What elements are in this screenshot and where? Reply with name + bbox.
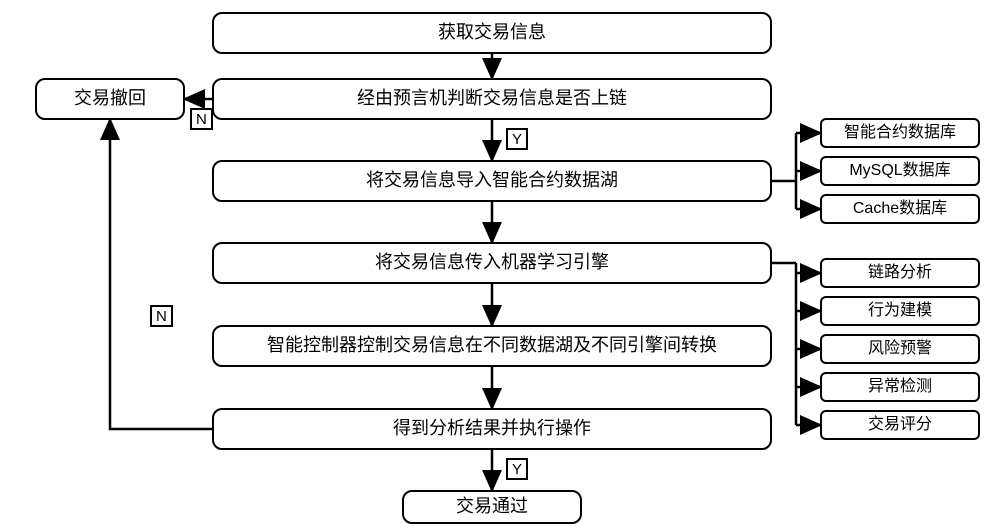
node-step4-label: 将交易信息传入机器学习引擎 — [375, 252, 609, 274]
side-dbs-1-label: MySQL数据库 — [849, 162, 950, 180]
side-ml-3: 异常检测 — [820, 372, 980, 402]
side-dbs-2: Cache数据库 — [820, 194, 980, 224]
side-dbs-0: 智能合约数据库 — [820, 118, 980, 148]
label-Y2: Y — [506, 458, 528, 480]
label-N1-text: N — [196, 111, 207, 128]
side-ml-3-label: 异常检测 — [868, 378, 932, 396]
node-step1: 获取交易信息 — [212, 12, 772, 54]
node-step4: 将交易信息传入机器学习引擎 — [212, 242, 772, 284]
side-ml-1: 行为建模 — [820, 296, 980, 326]
node-step1-label: 获取交易信息 — [438, 22, 546, 44]
node-revoke-label: 交易撤回 — [74, 88, 146, 110]
label-Y1-text: Y — [512, 131, 522, 148]
side-ml-0: 链路分析 — [820, 258, 980, 288]
node-step6-label: 得到分析结果并执行操作 — [393, 418, 591, 440]
side-ml-2: 风险预警 — [820, 334, 980, 364]
node-step5-label: 智能控制器控制交易信息在不同数据湖及不同引擎间转换 — [267, 335, 717, 357]
node-pass-label: 交易通过 — [456, 496, 528, 518]
node-pass: 交易通过 — [402, 490, 582, 524]
label-N2: N — [150, 305, 173, 327]
side-ml-4: 交易评分 — [820, 410, 980, 440]
node-step2: 经由预言机判断交易信息是否上链 — [212, 78, 772, 120]
node-step3-label: 将交易信息导入智能合约数据湖 — [366, 170, 618, 192]
node-step2-label: 经由预言机判断交易信息是否上链 — [357, 88, 627, 110]
node-step3: 将交易信息导入智能合约数据湖 — [212, 160, 772, 202]
node-revoke: 交易撤回 — [35, 78, 185, 120]
side-dbs-1: MySQL数据库 — [820, 156, 980, 186]
side-ml-4-label: 交易评分 — [868, 416, 932, 434]
node-step5: 智能控制器控制交易信息在不同数据湖及不同引擎间转换 — [212, 325, 772, 367]
side-dbs-0-label: 智能合约数据库 — [844, 124, 956, 142]
side-ml-1-label: 行为建模 — [868, 302, 932, 320]
label-Y2-text: Y — [512, 461, 522, 478]
side-ml-0-label: 链路分析 — [868, 264, 932, 282]
side-ml-2-label: 风险预警 — [868, 340, 932, 358]
side-dbs-2-label: Cache数据库 — [853, 200, 947, 218]
flowchart-canvas: 交易撤回 获取交易信息经由预言机判断交易信息是否上链将交易信息导入智能合约数据湖将… — [0, 0, 1000, 530]
label-N1: N — [190, 108, 213, 130]
label-Y1: Y — [506, 128, 528, 150]
node-step6: 得到分析结果并执行操作 — [212, 408, 772, 450]
label-N2-text: N — [156, 308, 167, 325]
